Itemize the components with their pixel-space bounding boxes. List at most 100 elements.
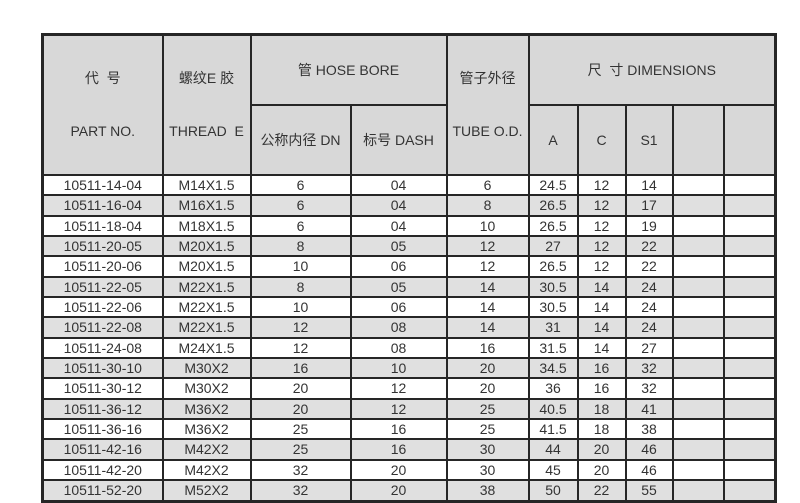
- cell-a: 41.5: [527, 417, 579, 441]
- cell-x1: [671, 316, 725, 339]
- cell-c: 12: [576, 173, 627, 197]
- cell-tube-od: 30: [445, 438, 530, 461]
- cell-c: 20: [576, 438, 627, 461]
- cell-x2: [722, 255, 777, 278]
- cell-a: 27: [527, 234, 579, 258]
- cell-dn: 32: [249, 478, 352, 503]
- cell-part-no: 10511-42-16: [41, 438, 164, 461]
- cell-dash: 04: [349, 194, 448, 217]
- cell-part-no: 10511-42-20: [41, 458, 164, 481]
- cell-x2: [722, 336, 777, 359]
- cell-a: 36: [527, 377, 579, 400]
- cell-part-no: 10511-30-12: [41, 377, 164, 400]
- table-row: 10511-20-06 M20X1.5 10 06 12 26.5 12 22: [41, 255, 777, 278]
- column-header-blank-2: [722, 103, 777, 177]
- cell-dn: 8: [249, 234, 352, 258]
- cell-c: 16: [576, 356, 627, 380]
- column-header-blank-1: [671, 103, 725, 177]
- cell-dn: 25: [249, 417, 352, 441]
- table-row: 10511-24-08 M24X1.5 12 08 16 31.5 14 27: [41, 336, 777, 359]
- cell-dash: 08: [349, 336, 448, 359]
- cell-dn: 6: [249, 214, 352, 238]
- header-row-sub: 公称内径 DN 标号 DASH A C S1: [43, 103, 777, 177]
- cell-s1: 19: [624, 214, 674, 238]
- cell-tube-od: 14: [445, 275, 530, 298]
- cell-x1: [671, 336, 725, 359]
- cell-thread: M30X2: [161, 377, 252, 400]
- cell-a: 30.5: [527, 275, 579, 298]
- cell-c: 12: [576, 234, 627, 258]
- cell-x1: [671, 275, 725, 298]
- column-header-part-no-zh: 代 号: [84, 70, 121, 86]
- cell-dash: 06: [349, 255, 448, 278]
- cell-c: 14: [576, 316, 627, 339]
- cell-dn: 16: [249, 356, 352, 380]
- cell-x1: [671, 234, 725, 258]
- column-header-a: A: [527, 103, 579, 177]
- cell-c: 12: [576, 255, 627, 278]
- cell-tube-od: 6: [445, 173, 530, 197]
- column-header-tube-od-en: TUBE O.D.: [452, 123, 523, 139]
- cell-s1: 32: [624, 356, 674, 380]
- cell-x2: [722, 194, 777, 217]
- table-row: 10511-14-04 M14X1.5 6 04 6 24.5 12 14: [41, 173, 777, 197]
- table-row: 10511-36-16 M36X2 25 16 25 41.5 18 38: [41, 417, 777, 441]
- cell-dn: 8: [249, 275, 352, 298]
- cell-dn: 25: [249, 438, 352, 461]
- column-header-thread-zh: 螺纹E 胶: [178, 70, 235, 86]
- cell-dn: 20: [249, 397, 352, 420]
- cell-thread: M42X2: [161, 438, 252, 461]
- cell-part-no: 10511-36-12: [41, 397, 164, 420]
- cell-part-no: 10511-24-08: [41, 336, 164, 359]
- column-header-c: C: [576, 103, 627, 177]
- cell-s1: 24: [624, 275, 674, 298]
- cell-s1: 24: [624, 316, 674, 339]
- column-group-hose-bore: 管 HOSE BORE: [249, 33, 448, 106]
- cell-x1: [671, 377, 725, 400]
- cell-x1: [671, 214, 725, 238]
- cell-s1: 32: [624, 377, 674, 400]
- cell-thread: M42X2: [161, 458, 252, 481]
- cell-x2: [722, 295, 777, 319]
- cell-dn: 10: [249, 295, 352, 319]
- cell-a: 45: [527, 458, 579, 481]
- cell-s1: 17: [624, 194, 674, 217]
- cell-tube-od: 10: [445, 214, 530, 238]
- column-header-part-no-en: PART NO.: [70, 123, 136, 139]
- cell-dash: 20: [349, 458, 448, 481]
- cell-x2: [722, 173, 777, 197]
- cell-tube-od: 25: [445, 397, 530, 420]
- cell-c: 14: [576, 336, 627, 359]
- cell-a: 26.5: [527, 255, 579, 278]
- cell-tube-od: 12: [445, 255, 530, 278]
- cell-tube-od: 8: [445, 194, 530, 217]
- cell-thread: M20X1.5: [161, 255, 252, 278]
- cell-x1: [671, 194, 725, 217]
- cell-s1: 41: [624, 397, 674, 420]
- cell-x2: [722, 275, 777, 298]
- column-group-dimensions: 尺 寸 DIMENSIONS: [527, 33, 777, 106]
- cell-thread: M20X1.5: [161, 234, 252, 258]
- table-row: 10511-22-08 M22X1.5 12 08 14 31 14 24: [41, 316, 777, 339]
- parts-spec-table: 代 号 PART NO. 螺纹E 胶 THREAD E 管 HOSE BORE …: [41, 33, 777, 503]
- cell-dash: 20: [349, 478, 448, 503]
- cell-dn: 20: [249, 377, 352, 400]
- cell-s1: 14: [624, 173, 674, 197]
- cell-thread: M22X1.5: [161, 275, 252, 298]
- cell-part-no: 10511-22-08: [41, 316, 164, 339]
- table-row: 10511-22-06 M22X1.5 10 06 14 30.5 14 24: [41, 295, 777, 319]
- table-row: 10511-30-10 M30X2 16 10 20 34.5 16 32: [41, 356, 777, 380]
- cell-a: 30.5: [527, 295, 579, 319]
- cell-part-no: 10511-22-05: [41, 275, 164, 298]
- cell-x1: [671, 478, 725, 503]
- cell-s1: 22: [624, 255, 674, 278]
- cell-a: 24.5: [527, 173, 579, 197]
- cell-x2: [722, 234, 777, 258]
- cell-x1: [671, 438, 725, 461]
- cell-c: 18: [576, 417, 627, 441]
- cell-a: 34.5: [527, 356, 579, 380]
- cell-dn: 32: [249, 458, 352, 481]
- cell-dash: 04: [349, 173, 448, 197]
- cell-s1: 22: [624, 234, 674, 258]
- column-header-thread-en: THREAD E: [169, 123, 244, 139]
